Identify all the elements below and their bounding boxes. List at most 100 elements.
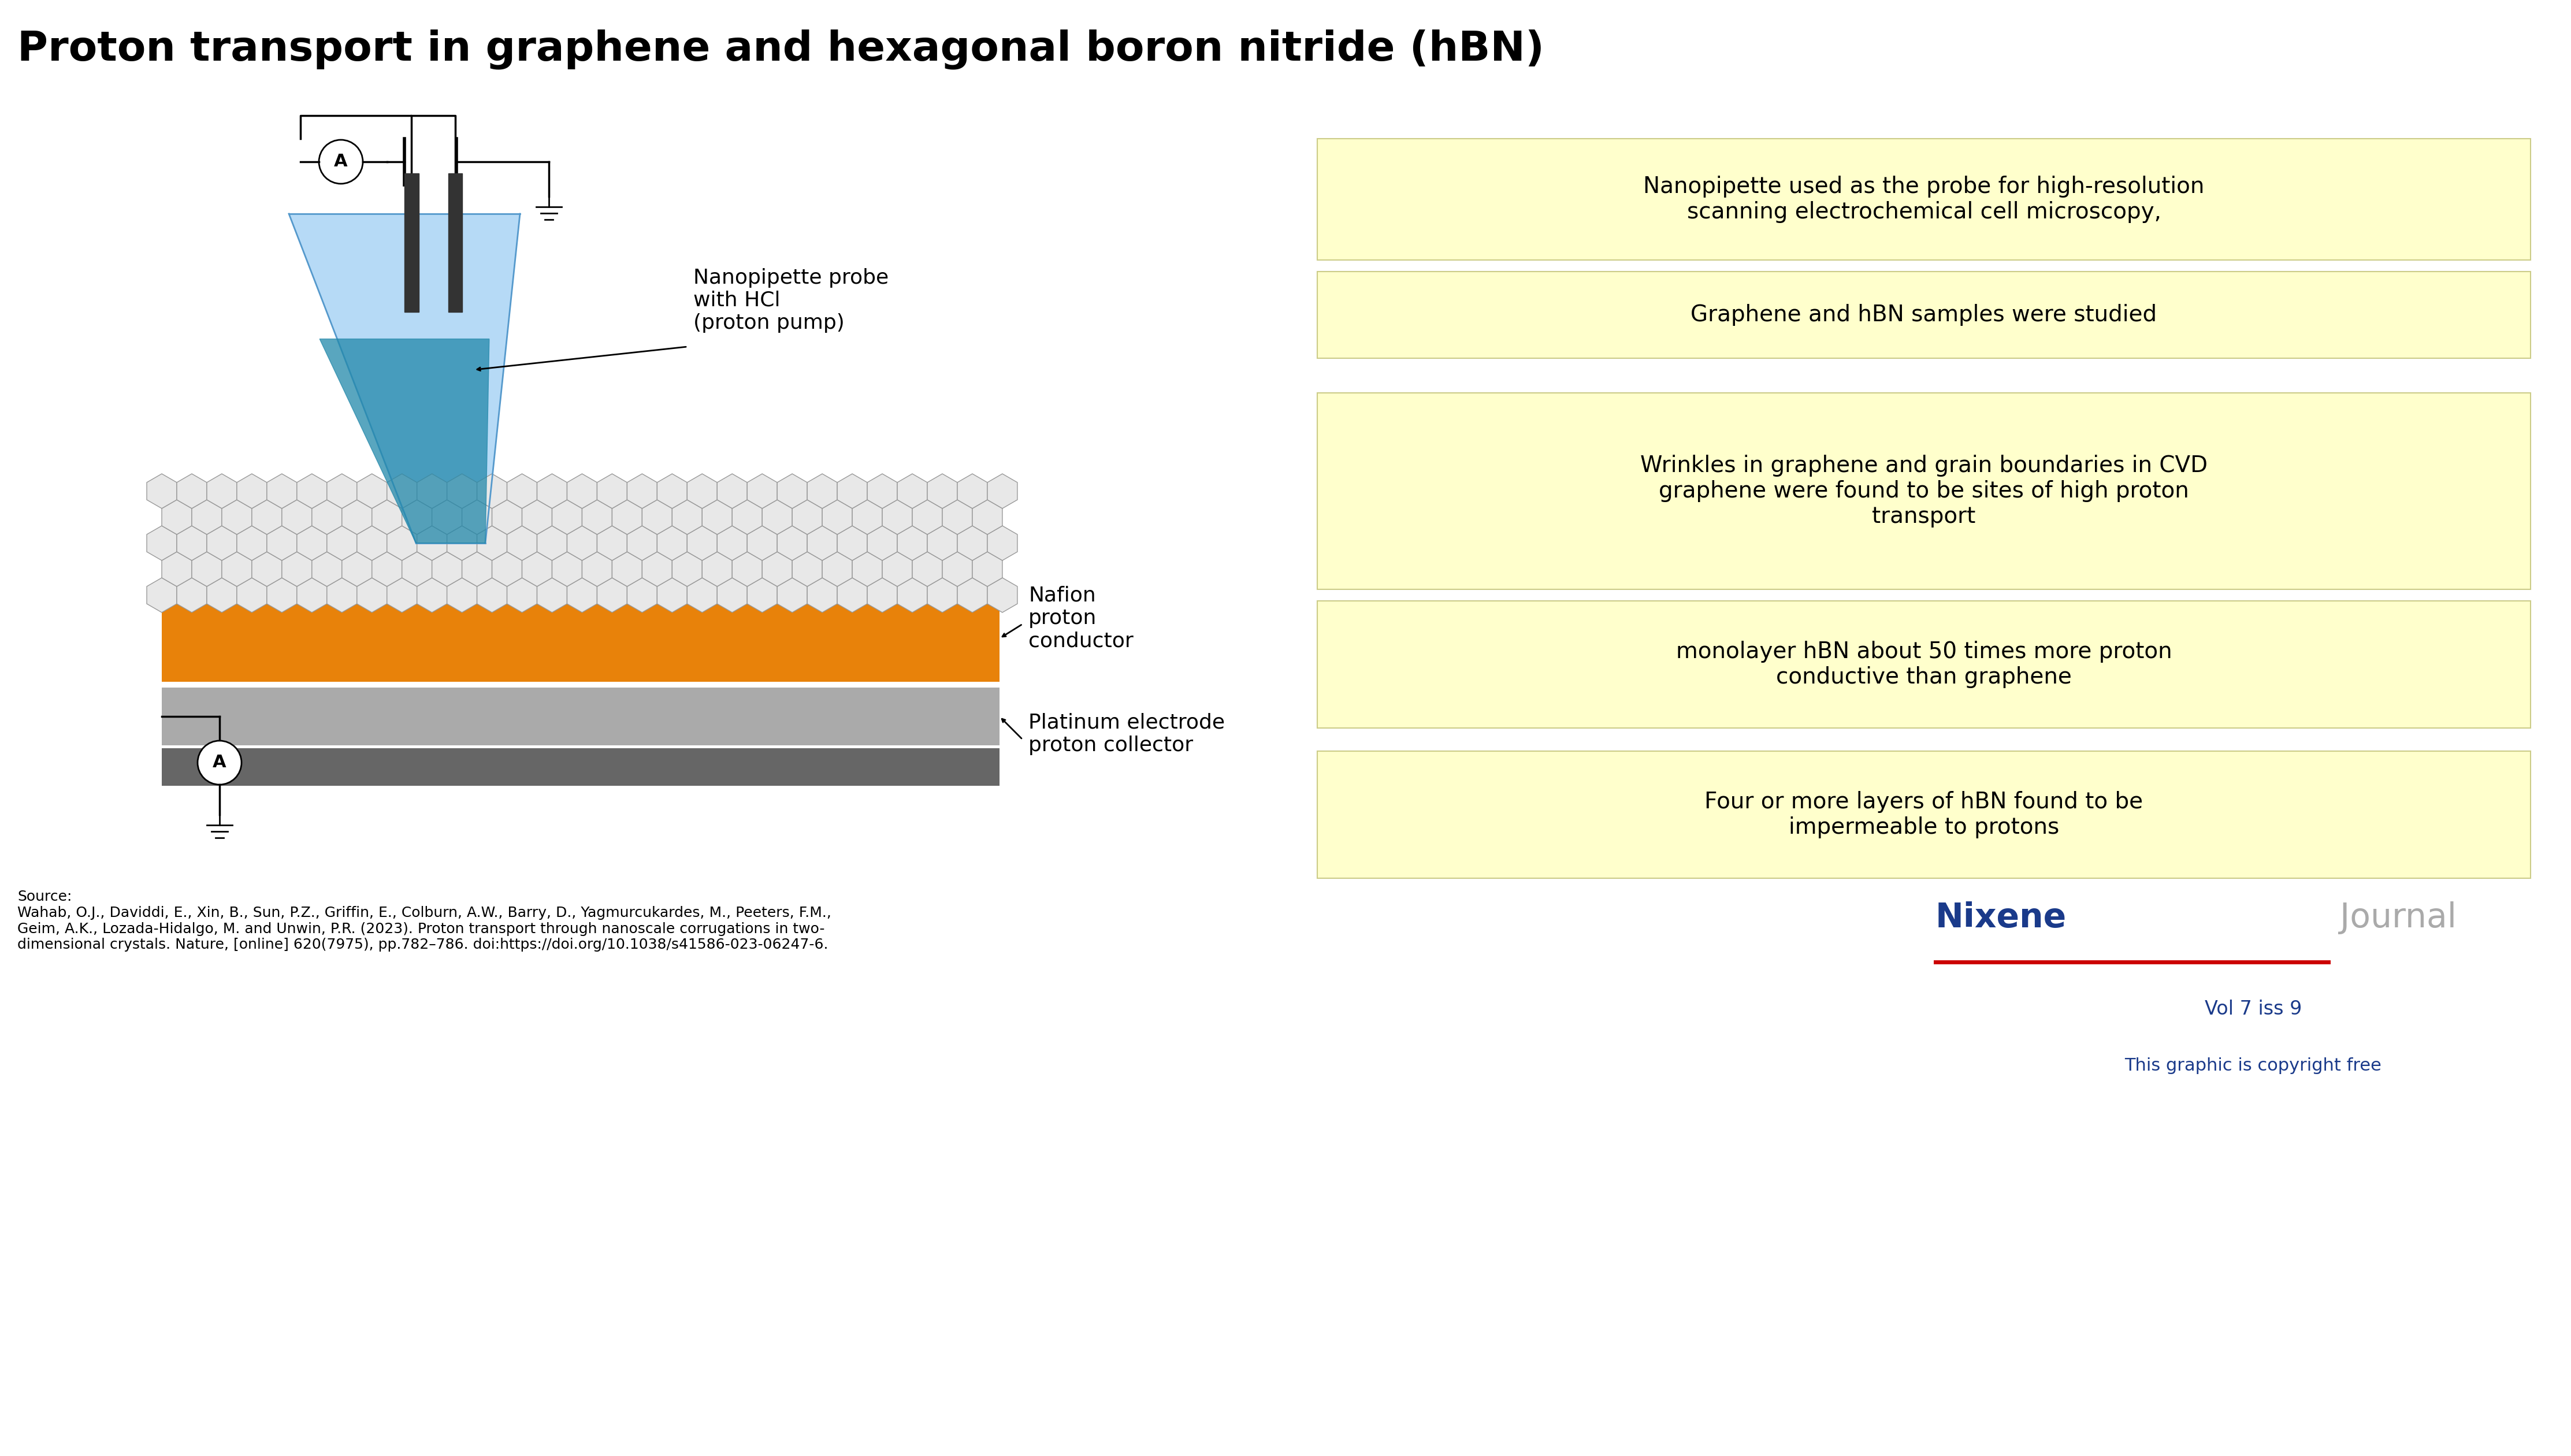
Polygon shape: [823, 552, 851, 587]
Polygon shape: [627, 526, 658, 561]
Polygon shape: [807, 473, 838, 508]
Polygon shape: [463, 552, 491, 587]
Polygon shape: [838, 526, 866, 561]
Polygon shape: [237, 578, 267, 613]
Polygon shape: [568, 526, 596, 561]
Polygon shape: [987, 578, 1018, 613]
Polygon shape: [627, 578, 658, 613]
Polygon shape: [733, 499, 761, 534]
Polygon shape: [748, 473, 776, 508]
FancyBboxPatch shape: [1316, 601, 2530, 728]
Polygon shape: [671, 499, 702, 534]
Polygon shape: [447, 526, 478, 561]
Polygon shape: [748, 526, 776, 561]
Polygon shape: [658, 526, 686, 561]
Polygon shape: [447, 473, 478, 508]
Text: Vol 7 iss 9: Vol 7 iss 9: [2203, 1000, 2301, 1019]
FancyBboxPatch shape: [1316, 272, 2530, 358]
Polygon shape: [386, 473, 417, 508]
Polygon shape: [928, 526, 956, 561]
Polygon shape: [956, 473, 987, 508]
Polygon shape: [882, 552, 913, 587]
Text: Nixene: Nixene: [1936, 901, 2067, 935]
Polygon shape: [717, 473, 748, 508]
Polygon shape: [627, 473, 658, 508]
FancyBboxPatch shape: [1316, 393, 2530, 590]
Polygon shape: [972, 552, 1003, 587]
Polygon shape: [319, 339, 488, 543]
Polygon shape: [237, 473, 267, 508]
Polygon shape: [761, 499, 792, 534]
Polygon shape: [162, 499, 193, 534]
Polygon shape: [761, 552, 792, 587]
Polygon shape: [506, 526, 537, 561]
Polygon shape: [401, 499, 432, 534]
Polygon shape: [206, 473, 237, 508]
Polygon shape: [522, 552, 553, 587]
Polygon shape: [147, 526, 177, 561]
Polygon shape: [447, 173, 463, 312]
Text: Nanopipette probe
with HCl
(proton pump): Nanopipette probe with HCl (proton pump): [694, 268, 890, 333]
Polygon shape: [913, 499, 944, 534]
Polygon shape: [838, 473, 866, 508]
Polygon shape: [643, 552, 671, 587]
Polygon shape: [702, 499, 733, 534]
Polygon shape: [612, 499, 643, 534]
Text: Source:
Wahab, O.J., Daviddi, E., Xin, B., Sun, P.Z., Griffin, E., Colburn, A.W.: Source: Wahab, O.J., Daviddi, E., Xin, B…: [18, 890, 830, 952]
Polygon shape: [553, 552, 581, 587]
Polygon shape: [866, 578, 897, 613]
Polygon shape: [267, 473, 296, 508]
Polygon shape: [177, 578, 206, 613]
Polygon shape: [581, 499, 612, 534]
Polygon shape: [553, 499, 581, 534]
Polygon shape: [897, 473, 928, 508]
Polygon shape: [506, 473, 537, 508]
Polygon shape: [283, 552, 311, 587]
Polygon shape: [568, 578, 596, 613]
Polygon shape: [897, 578, 928, 613]
Text: Nanopipette used as the probe for high-resolution
scanning electrochemical cell : Nanopipette used as the probe for high-r…: [1643, 176, 2203, 223]
Polygon shape: [296, 526, 327, 561]
FancyBboxPatch shape: [1316, 138, 2530, 261]
Polygon shape: [478, 526, 506, 561]
Polygon shape: [851, 552, 882, 587]
Polygon shape: [823, 499, 851, 534]
Text: monolayer hBN about 50 times more proton
conductive than graphene: monolayer hBN about 50 times more proton…: [1676, 641, 2172, 689]
Polygon shape: [327, 473, 357, 508]
Polygon shape: [866, 526, 897, 561]
Polygon shape: [612, 552, 643, 587]
Polygon shape: [807, 578, 838, 613]
Polygon shape: [944, 552, 972, 587]
Polygon shape: [206, 578, 237, 613]
Polygon shape: [717, 578, 748, 613]
Polygon shape: [596, 578, 627, 613]
Polygon shape: [342, 552, 373, 587]
Polygon shape: [882, 499, 913, 534]
Polygon shape: [373, 552, 401, 587]
Polygon shape: [702, 552, 733, 587]
Polygon shape: [956, 578, 987, 613]
Polygon shape: [717, 526, 748, 561]
Polygon shape: [956, 526, 987, 561]
Polygon shape: [972, 499, 1003, 534]
Polygon shape: [288, 214, 519, 543]
Polygon shape: [944, 499, 972, 534]
Polygon shape: [417, 578, 447, 613]
Polygon shape: [776, 526, 807, 561]
Polygon shape: [237, 526, 267, 561]
Polygon shape: [596, 473, 627, 508]
Polygon shape: [478, 578, 506, 613]
Polygon shape: [658, 473, 686, 508]
FancyBboxPatch shape: [162, 748, 1000, 786]
Polygon shape: [987, 526, 1018, 561]
Text: Journal: Journal: [2340, 901, 2458, 935]
FancyBboxPatch shape: [1316, 751, 2530, 878]
Text: Nafion
proton
conductor: Nafion proton conductor: [1028, 585, 1134, 651]
Polygon shape: [386, 578, 417, 613]
Circle shape: [198, 741, 242, 785]
Text: Four or more layers of hBN found to be
impermeable to protons: Four or more layers of hBN found to be i…: [1705, 791, 2144, 839]
Polygon shape: [913, 552, 944, 587]
Polygon shape: [596, 526, 627, 561]
Polygon shape: [838, 578, 866, 613]
FancyBboxPatch shape: [162, 596, 1000, 681]
